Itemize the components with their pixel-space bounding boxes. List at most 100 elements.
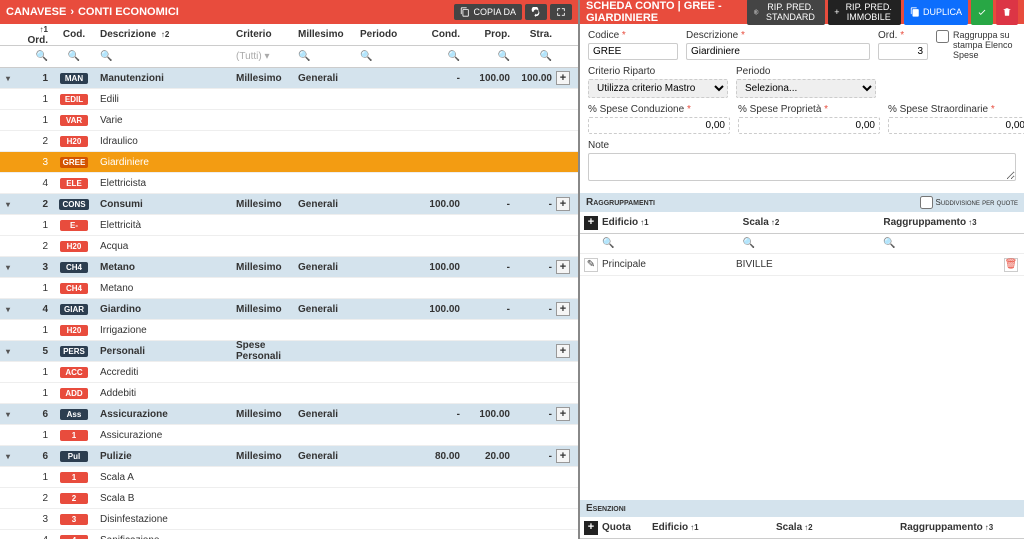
note-field[interactable] [588, 153, 1016, 181]
table-row[interactable]: 11Scala A [0, 467, 578, 488]
form-area: Codice * Descrizione * Ord. * Raggruppa … [580, 24, 1024, 193]
add-child-button[interactable]: + [556, 302, 570, 316]
table-row[interactable]: ▾2CONSConsumiMillesimoGenerali100.00--+ [0, 194, 578, 215]
add-ragr-button[interactable]: + [584, 216, 598, 230]
periodo-select[interactable]: Seleziona... [736, 79, 876, 98]
add-child-button[interactable]: + [556, 197, 570, 211]
expand-icon [556, 7, 566, 17]
stra-field[interactable] [888, 117, 1024, 134]
chevron-down-icon[interactable]: ▾ [265, 51, 270, 62]
descrizione-field[interactable] [686, 43, 870, 60]
caret-icon[interactable]: ▾ [0, 452, 16, 461]
gear-icon [753, 7, 759, 17]
search-icon[interactable]: 🔍 [743, 238, 884, 249]
refresh-button[interactable] [525, 4, 547, 20]
ragr-row[interactable]: ✎ Principale BIVILLE 🗑 [580, 254, 1024, 276]
ord-field[interactable] [878, 43, 928, 60]
table-row[interactable]: 11Assicurazione [0, 425, 578, 446]
caret-icon[interactable]: ▾ [0, 347, 16, 356]
table-row[interactable]: ▾6PulPulizieMillesimoGenerali80.0020.00-… [0, 446, 578, 467]
add-child-button[interactable]: + [556, 344, 570, 358]
table-row[interactable]: 3GREEGiardiniere [0, 152, 578, 173]
sort-icon[interactable]: ↑2 [161, 30, 169, 39]
cond-field[interactable] [588, 117, 730, 134]
add-child-button[interactable]: + [556, 407, 570, 421]
caret-icon[interactable]: ▾ [0, 305, 16, 314]
table-row[interactable]: 1H20Irrigazione [0, 320, 578, 341]
criterio-select[interactable]: Utilizza criterio Mastro [588, 79, 728, 98]
delete-row-button[interactable]: 🗑 [1004, 258, 1018, 272]
prop-field[interactable] [738, 117, 880, 134]
add-esen-button[interactable]: + [584, 521, 598, 535]
code-badge: H20 [60, 136, 88, 147]
trash-icon [1002, 7, 1012, 17]
caret-icon[interactable]: ▾ [0, 263, 16, 272]
table-row[interactable]: 1ADDAddebiti [0, 383, 578, 404]
caret-icon[interactable]: ▾ [0, 200, 16, 209]
code-badge: VAR [60, 115, 88, 126]
codice-field[interactable] [588, 43, 678, 60]
table-row[interactable]: 1E-Elettricità [0, 215, 578, 236]
table-row[interactable]: ▾3CH4MetanoMillesimoGenerali100.00--+ [0, 257, 578, 278]
right-header: SCHEDA CONTO | GREE - GIARDINIERE RIP. P… [580, 0, 1024, 24]
table-row[interactable]: 4ELEElettricista [0, 173, 578, 194]
code-badge: Pul [60, 451, 88, 462]
table-row[interactable]: 1CH4Metano [0, 278, 578, 299]
code-badge: EDIL [60, 94, 88, 105]
ragr-columns: + Edificio↑1 Scala↑2 Raggruppamento↑3 [580, 212, 1024, 234]
table-row[interactable]: 2H20Idraulico [0, 131, 578, 152]
raggruppamenti-header: Raggruppamenti Suddivisione per quote [580, 193, 1024, 212]
code-badge: E- [60, 220, 88, 231]
search-icon[interactable]: 🔍 [414, 51, 464, 62]
raggruppa-checkbox[interactable] [936, 30, 949, 43]
table-row[interactable]: ▾6AssAssicurazioneMillesimoGenerali-100.… [0, 404, 578, 425]
edit-icon[interactable]: ✎ [584, 258, 598, 272]
table-row[interactable]: ▾5PERSPersonaliSpese Personali+ [0, 341, 578, 362]
plus-icon: + [834, 7, 839, 17]
save-button[interactable] [971, 0, 993, 25]
search-icon[interactable]: 🔍 [52, 51, 96, 62]
search-icon[interactable]: 🔍 [514, 51, 556, 62]
search-icon[interactable]: 🔍 [360, 51, 414, 62]
search-icon[interactable]: 🔍 [16, 51, 52, 62]
code-badge: Ass [60, 409, 88, 420]
table-row[interactable]: 1VARVarie [0, 110, 578, 131]
caret-icon[interactable]: ▾ [0, 74, 16, 83]
search-icon[interactable]: 🔍 [464, 51, 514, 62]
search-icon[interactable]: 🔍 [96, 51, 236, 62]
table-row[interactable]: ▾4GIARGiardinoMillesimoGenerali100.00--+ [0, 299, 578, 320]
table-row[interactable]: 1EDILEdili [0, 89, 578, 110]
subdiv-checkbox[interactable] [920, 196, 933, 209]
code-badge: 1 [60, 472, 88, 483]
rip-standard-button[interactable]: RIP. PRED. STANDARD [747, 0, 825, 25]
caret-icon[interactable]: ▾ [0, 410, 16, 419]
add-child-button[interactable]: + [556, 260, 570, 274]
delete-button[interactable] [996, 0, 1018, 25]
sort-icon[interactable]: ↑1 [40, 25, 48, 34]
code-badge: 1 [60, 430, 88, 441]
table-row[interactable]: 33Disinfestazione [0, 509, 578, 530]
code-badge: CH4 [60, 283, 88, 294]
copy-from-button[interactable]: COPIA DA [454, 4, 522, 20]
code-badge: PERS [60, 346, 88, 357]
copy-icon [460, 7, 470, 17]
search-icon[interactable]: 🔍 [883, 238, 1024, 249]
duplica-button[interactable]: DUPLICA [904, 0, 968, 25]
add-child-button[interactable]: + [556, 71, 570, 85]
code-badge: ELE [60, 178, 88, 189]
table-row[interactable]: 44Sanificazione [0, 530, 578, 539]
expand-button[interactable] [550, 4, 572, 20]
breadcrumb-root[interactable]: CANAVESE [6, 6, 66, 18]
code-badge: 3 [60, 514, 88, 525]
table-body: ▾1MANManutenzioniMillesimoGenerali-100.0… [0, 68, 578, 539]
table-row[interactable]: 22Scala B [0, 488, 578, 509]
rip-immobile-button[interactable]: + RIP. PRED. IMMOBILE [828, 0, 901, 25]
table-row[interactable]: 2H20Acqua [0, 236, 578, 257]
table-row[interactable]: 1ACCAccrediti [0, 362, 578, 383]
search-icon[interactable]: 🔍 [298, 51, 360, 62]
code-badge: GREE [60, 157, 89, 168]
table-row[interactable]: ▾1MANManutenzioniMillesimoGenerali-100.0… [0, 68, 578, 89]
add-child-button[interactable]: + [556, 449, 570, 463]
code-badge: GIAR [60, 304, 88, 315]
search-icon[interactable]: 🔍 [602, 238, 743, 249]
